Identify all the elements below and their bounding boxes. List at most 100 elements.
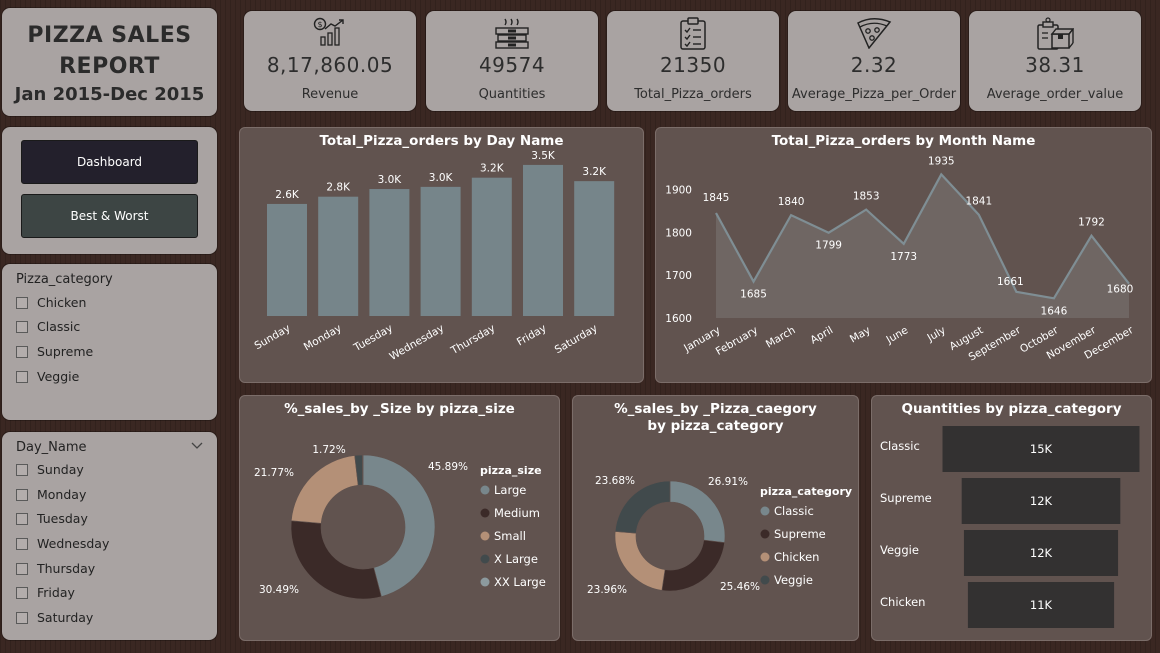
y-tick-label: 1800 xyxy=(665,227,692,239)
orders-by-day-chart: Total_Pizza_orders by Day Name 2.6K Sunda… xyxy=(239,127,644,383)
bar xyxy=(967,582,1115,628)
checkbox[interactable] xyxy=(16,488,28,501)
best-worst-button[interactable]: Best & Worst xyxy=(21,194,198,238)
data-label: 1.72% xyxy=(312,444,345,456)
sales-by-size-svg: 45.89% 30.49% 21.77% 1.72% pizza_size Large Me… xyxy=(254,444,546,600)
x-tick-label: May xyxy=(848,324,873,345)
area-fill xyxy=(716,174,1129,318)
slicer-option-veggie[interactable]: Veggie xyxy=(16,369,79,384)
slicer-option-label: Chicken xyxy=(37,295,87,310)
data-label: 23.96% xyxy=(587,584,627,596)
legend-label: Supreme xyxy=(774,527,826,541)
x-tick-label: Friday xyxy=(515,322,549,348)
kpi-label: Total_Pizza_orders xyxy=(634,87,752,102)
chart-title: Total_Pizza_orders by Month Name xyxy=(771,133,1036,149)
data-label: 1853 xyxy=(853,191,880,203)
legend-label: Chicken xyxy=(774,550,819,564)
checkbox[interactable] xyxy=(16,296,28,309)
checkbox[interactable] xyxy=(16,537,28,550)
slicer-title: Pizza_category xyxy=(16,272,113,287)
bar xyxy=(961,478,1121,524)
sales-by-size-chart: %_sales_by _Size by pizza_size 45.89% 30.… xyxy=(239,395,560,641)
orders-by-month-svg: 19001800170016001845January1685February1… xyxy=(665,155,1136,363)
data-label: 3.0K xyxy=(378,174,403,186)
x-tick-label: April xyxy=(808,324,835,346)
legend-label: Large xyxy=(494,483,526,497)
chevron-down-icon[interactable] xyxy=(191,442,203,450)
bar xyxy=(963,530,1119,576)
category-label: Classic xyxy=(880,439,920,453)
slicer-option-classic[interactable]: Classic xyxy=(16,319,80,334)
slicer-option-label: Classic xyxy=(37,319,81,334)
svg-text:$: $ xyxy=(317,20,322,29)
legend-swatch xyxy=(480,554,490,564)
slicer-option-sunday[interactable]: Sunday xyxy=(16,462,84,477)
legend-swatch xyxy=(480,577,490,587)
checkbox[interactable] xyxy=(16,512,28,525)
pie-slice xyxy=(362,454,436,597)
checkbox[interactable] xyxy=(16,463,28,476)
checkbox[interactable] xyxy=(16,320,28,333)
legend-swatch xyxy=(760,506,770,516)
sales-by-category-chart: %_sales_by _Pizza_caegory by pizza_categ… xyxy=(572,395,859,641)
category-label: Supreme xyxy=(880,491,932,505)
x-tick-label: Wednesday xyxy=(387,322,446,363)
navigation-panel: Dashboard Best & Worst xyxy=(2,127,217,254)
slicer-option-label: Tuesday xyxy=(37,511,88,526)
checkbox[interactable] xyxy=(16,611,28,624)
pizza-category-slicer: Pizza_category Chicken Classic Supreme V… xyxy=(2,264,217,420)
data-label: 3.5K xyxy=(531,150,556,162)
slicer-option-chicken[interactable]: Chicken xyxy=(16,295,86,310)
legend-label: Small xyxy=(494,529,526,543)
checkbox[interactable] xyxy=(16,562,28,575)
data-label: 3.2K xyxy=(480,163,505,175)
legend-swatch xyxy=(760,529,770,539)
quantities-by-category-chart: Quantities by pizza_category 15K Classic 1… xyxy=(871,395,1152,641)
pie-slice xyxy=(669,480,726,543)
kpi-label: Average_order_value xyxy=(986,87,1124,102)
pizza-slice-icon xyxy=(857,18,892,49)
slicer-option-thursday[interactable]: Thursday xyxy=(16,561,95,576)
slicer-option-label: Wednesday xyxy=(37,536,110,551)
checkbox[interactable] xyxy=(16,586,28,599)
kpi-card-avg-pizza-per-order: 2.32 Average_Pizza_per_Order xyxy=(788,11,960,111)
legend-swatch xyxy=(480,508,490,518)
legend-label: XX Large xyxy=(494,575,546,589)
slicer-option-supreme[interactable]: Supreme xyxy=(16,344,93,359)
orders-by-day-svg: 2.6K Sunday 2.8K Monday 3.0K Tuesday 3.0K Wedne… xyxy=(252,150,615,363)
chart-title: %_sales_by _Size by pizza_size xyxy=(284,401,515,417)
slicer-option-tuesday[interactable]: Tuesday xyxy=(16,511,88,526)
report-title-card: PIZZA SALES REPORT Jan 2015-Dec 2015 xyxy=(2,8,217,116)
chart-title: Total_Pizza_orders by Day Name xyxy=(319,133,564,149)
data-label: 1646 xyxy=(1041,305,1068,317)
dashboard-button[interactable]: Dashboard xyxy=(21,140,198,184)
data-label: 2.6K xyxy=(275,189,300,201)
x-tick-label: Saturday xyxy=(553,322,600,356)
y-tick-label: 1600 xyxy=(665,313,692,325)
data-label: 1935 xyxy=(928,155,955,167)
slicer-option-friday[interactable]: Friday xyxy=(16,585,75,600)
checkbox[interactable] xyxy=(16,370,28,383)
slicer-option-saturday[interactable]: Saturday xyxy=(16,610,93,625)
day-name-slicer: Day_Name Sunday Monday Tuesday Wednesday… xyxy=(2,432,217,640)
legend-title: pizza_size xyxy=(480,464,542,477)
legend-swatch xyxy=(480,485,490,495)
kpi-card-avg-order-value: 38.31 Average_order_value xyxy=(969,11,1141,111)
kpi-card-total-orders: 21350 Total_Pizza_orders xyxy=(607,11,779,111)
series-line xyxy=(715,172,1130,300)
x-tick-label: March xyxy=(764,324,798,350)
order-box-icon xyxy=(1037,17,1074,50)
legend-swatch xyxy=(480,531,490,541)
bar xyxy=(420,186,461,316)
data-label: 12K xyxy=(1030,494,1053,508)
category-label: Chicken xyxy=(880,595,925,609)
pie-slice xyxy=(290,455,359,524)
y-tick-label: 1700 xyxy=(665,270,692,282)
slicer-option-monday[interactable]: Monday xyxy=(16,487,86,502)
x-tick-label: July xyxy=(925,324,948,344)
checkbox[interactable] xyxy=(16,345,28,358)
data-label: 30.49% xyxy=(259,584,299,596)
data-label: 2.8K xyxy=(326,182,351,194)
slicer-option-wednesday[interactable]: Wednesday xyxy=(16,536,109,551)
data-label: 11K xyxy=(1030,598,1053,612)
